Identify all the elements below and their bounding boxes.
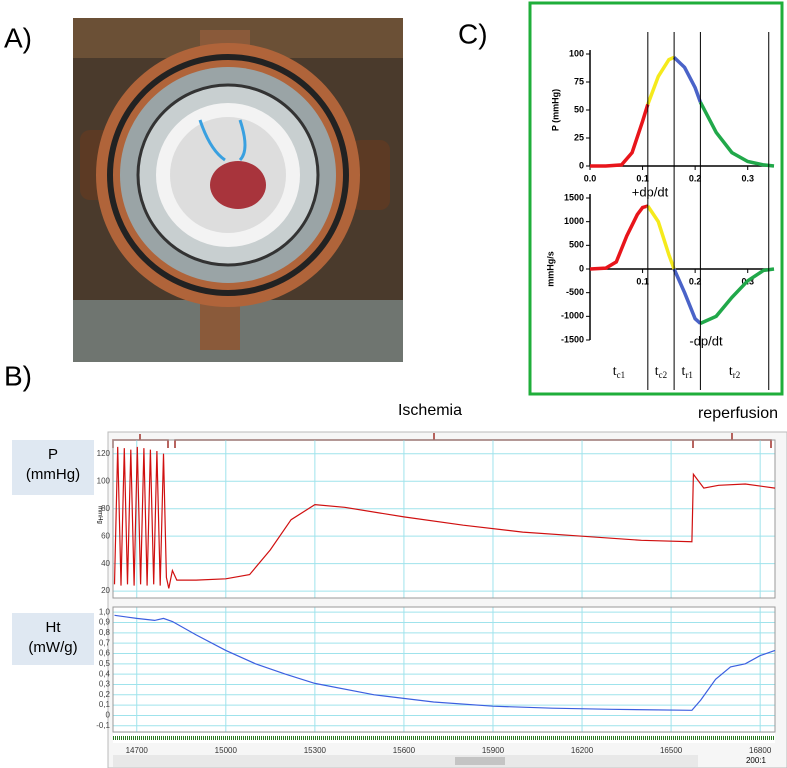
y-tick-label: 0,6 <box>99 649 111 658</box>
y-tick-label: 500 <box>569 240 584 250</box>
y-tick-label: 100 <box>569 48 584 58</box>
y-unit: (mW/g) <box>28 639 77 656</box>
x-tick-label: 16800 <box>749 746 772 755</box>
phase-label: tc1 <box>613 364 625 380</box>
data-line <box>113 446 776 589</box>
phase-sub: r1 <box>685 370 693 380</box>
phase-main: t <box>729 364 733 379</box>
y-tick-label: 25 <box>574 132 584 142</box>
x-tick-label: 15300 <box>304 746 327 755</box>
y-tick-label: 0,5 <box>99 659 111 668</box>
plot-border <box>112 606 776 733</box>
x-tick-label: 0.1 <box>636 173 649 183</box>
y-tick-label: -500 <box>566 287 584 297</box>
y-tick-label: -1500 <box>561 334 584 344</box>
data-line <box>589 204 649 271</box>
data-line <box>114 614 776 711</box>
y-tick-label: 80 <box>101 504 110 513</box>
phase-sub: r2 <box>733 370 741 380</box>
data-line <box>699 267 775 325</box>
y-label: P <box>48 446 58 463</box>
y-tick-label: 1000 <box>564 216 584 226</box>
x-tick-label: 0.0 <box>584 173 597 183</box>
panel-label: A) <box>4 22 32 53</box>
data-line <box>590 103 650 168</box>
x-tick-label: 15900 <box>482 746 505 755</box>
label-box <box>12 613 94 665</box>
x-tick-label: 14700 <box>126 746 149 755</box>
data-line <box>646 205 676 270</box>
y-tick-label: 0,2 <box>99 690 111 699</box>
zoom-label: 200:1 <box>746 756 767 765</box>
y-tick-label: 0 <box>579 263 584 273</box>
annotation: Ischemia <box>398 402 462 419</box>
panel-label: C) <box>458 18 488 49</box>
annotation: +dp/dt <box>632 184 669 199</box>
x-tick-label: 16500 <box>660 746 683 755</box>
annotation: reperfusion <box>698 405 778 422</box>
y-tick-label: 0,8 <box>99 628 111 637</box>
x-tick-label: 15600 <box>393 746 416 755</box>
phase-main: t <box>655 364 659 379</box>
y-tick-label: 100 <box>97 476 111 485</box>
plot-bg <box>113 607 775 732</box>
phase-label: tr1 <box>682 364 693 380</box>
phase-main: t <box>682 364 686 379</box>
y-tick-label: 75 <box>574 76 584 86</box>
y-tick-label: 120 <box>97 449 111 458</box>
scrollbar <box>113 755 698 767</box>
y-tick-label: 0,3 <box>99 680 111 689</box>
plot-bg <box>113 440 775 598</box>
plot-border <box>112 439 776 599</box>
panel-label: B) <box>4 360 32 391</box>
y-tick-label: -0,1 <box>96 721 110 730</box>
label-box <box>12 440 94 495</box>
y-tick-label: 0 <box>106 711 111 720</box>
x-tick-label: 15000 <box>215 746 238 755</box>
phase-sub: c1 <box>617 370 626 380</box>
phase-label: tr2 <box>729 364 740 380</box>
x-tick-label: 0.2 <box>689 276 702 286</box>
data-line <box>698 101 775 168</box>
y-tick-label: 50 <box>574 104 584 114</box>
y-label: mmHg/s <box>545 251 555 287</box>
y-tick-label: 1500 <box>564 192 584 202</box>
x-tick-label: 0.2 <box>689 173 702 183</box>
y-tick-label: 0,4 <box>99 669 111 678</box>
data-line <box>646 55 675 106</box>
x-tick-label: 0.1 <box>636 276 649 286</box>
x-tick-label: 16200 <box>571 746 594 755</box>
annotation: -dp/dt <box>689 333 723 348</box>
y-tick-label: 0 <box>579 160 584 170</box>
y-tick-label: 0,7 <box>99 638 111 647</box>
photo <box>73 18 403 362</box>
y-label: Ht <box>46 619 62 636</box>
panel-border <box>528 1 784 396</box>
y-tick-label: 20 <box>101 586 110 595</box>
y-tick-label: 60 <box>101 531 110 540</box>
data-line <box>672 56 703 103</box>
data-line <box>672 268 702 325</box>
y-tick-label: -1000 <box>561 311 584 321</box>
phase-label: tc2 <box>655 364 667 380</box>
x-tick-label: 0.3 <box>741 173 754 183</box>
phase-sub: c2 <box>659 370 668 380</box>
y-label: P (mmHg) <box>550 89 560 131</box>
axis-unit: mmHg <box>96 506 102 524</box>
y-tick-label: 40 <box>101 559 110 568</box>
scroll-thumb[interactable] <box>455 757 505 765</box>
y-unit: (mmHg) <box>26 466 80 483</box>
y-tick-label: 0,9 <box>99 618 111 627</box>
y-tick-label: 0,1 <box>99 700 111 709</box>
y-tick-label: 1,0 <box>99 607 111 616</box>
phase-main: t <box>613 364 617 379</box>
